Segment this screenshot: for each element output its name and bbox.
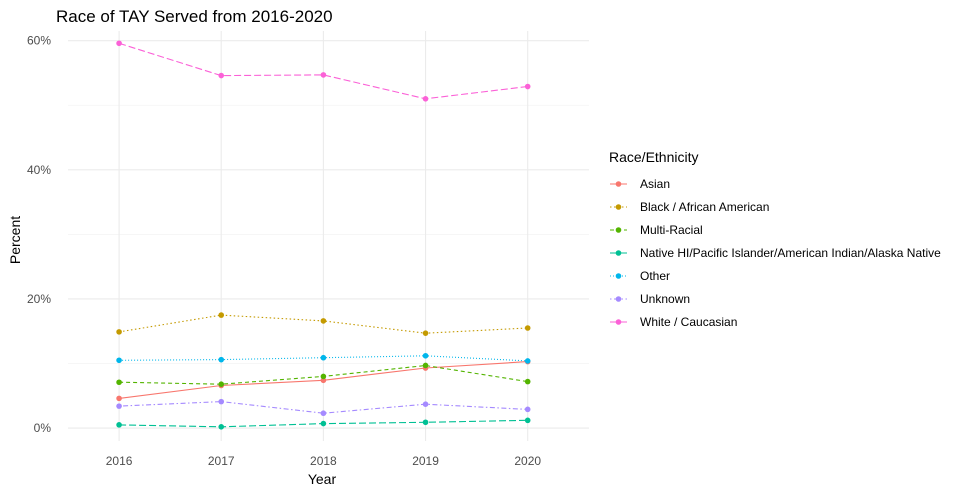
legend-label: Other [640,269,670,283]
series-line [119,401,528,414]
data-point [218,72,225,79]
series-multi-racial [116,362,531,387]
data-point [422,362,429,369]
data-point [320,420,327,427]
series-unknown [116,398,531,417]
data-point [218,312,225,318]
legend-label: Asian [640,177,670,191]
x-tick-label: 2017 [208,454,235,468]
data-point [218,356,225,363]
series-white-caucasian [116,40,531,102]
data-point [524,358,531,364]
data-point [524,417,531,424]
legend-item: Other [610,269,670,283]
series-black-african-american [116,312,531,336]
data-point [320,72,327,78]
legend-label: White / Caucasian [640,315,737,329]
legend-title: Race/Ethnicity [609,149,698,165]
data-point [320,318,327,324]
legend-key-point [615,319,622,325]
legend-item: Native HI/Pacific Islander/American Indi… [610,246,941,260]
data-point [524,406,531,413]
x-tick-label: 2016 [106,454,133,468]
series-line [118,42,528,100]
y-tick-label: 40% [27,163,51,177]
data-point [422,95,429,102]
data-point [116,403,122,409]
legend-item: Unknown [610,292,690,306]
series-line [119,314,528,334]
y-tick-label: 0% [34,421,52,435]
x-tick-label: 2019 [412,454,439,468]
legend-item: Asian [610,177,670,191]
data-point [524,83,531,90]
data-point [422,419,429,426]
chart-title: Race of TAY Served from 2016-2020 [56,7,333,26]
x-tick-label: 2020 [514,454,541,468]
legend-item: Multi-Racial [610,223,703,237]
data-point [218,423,225,430]
legend-label: Multi-Racial [640,223,703,237]
data-point [116,357,122,364]
y-tick-label: 20% [27,292,51,306]
series-native-hi-pacific-islander-american-indian-alaska-native [116,417,531,430]
legend: Race/Ethnicity Asian Black / African Amer… [609,149,941,329]
y-tick-labels: 0% 20% 40% 60% [27,34,51,435]
data-point [422,352,429,359]
data-point [320,377,327,384]
data-point [320,410,327,417]
legend-label: Black / African American [640,200,769,214]
legend-key-point [615,273,622,279]
data-point [218,398,225,405]
data-series [116,40,531,430]
legend-key-point [615,250,622,256]
data-point [116,329,122,335]
x-tick-labels: 2016 2017 2018 2019 2020 [106,454,542,468]
legend-label: Native HI/Pacific Islander/American Indi… [640,246,941,260]
data-point [524,325,531,331]
data-point [422,330,429,336]
y-tick-label: 60% [27,34,51,48]
data-point [116,422,122,428]
legend-item: White / Caucasian [610,315,737,329]
legend-key-point [615,204,622,210]
legend-items: Asian Black / African American Multi-Racia… [610,177,941,329]
series-other [116,352,531,364]
data-point [320,373,327,380]
legend-key-point [615,227,622,233]
data-point [116,379,122,386]
legend-item: Black / African American [610,200,769,214]
data-point [116,40,122,47]
legend-key-point [615,181,622,187]
x-tick-label: 2018 [310,454,337,468]
data-point [116,395,122,402]
data-point [524,378,531,385]
y-axis-title: Percent [7,216,23,264]
data-point [422,401,429,407]
data-point [320,354,327,361]
legend-key-point [615,296,622,302]
legend-label: Unknown [640,292,690,306]
x-axis-title: Year [308,471,337,487]
data-point [218,381,225,387]
